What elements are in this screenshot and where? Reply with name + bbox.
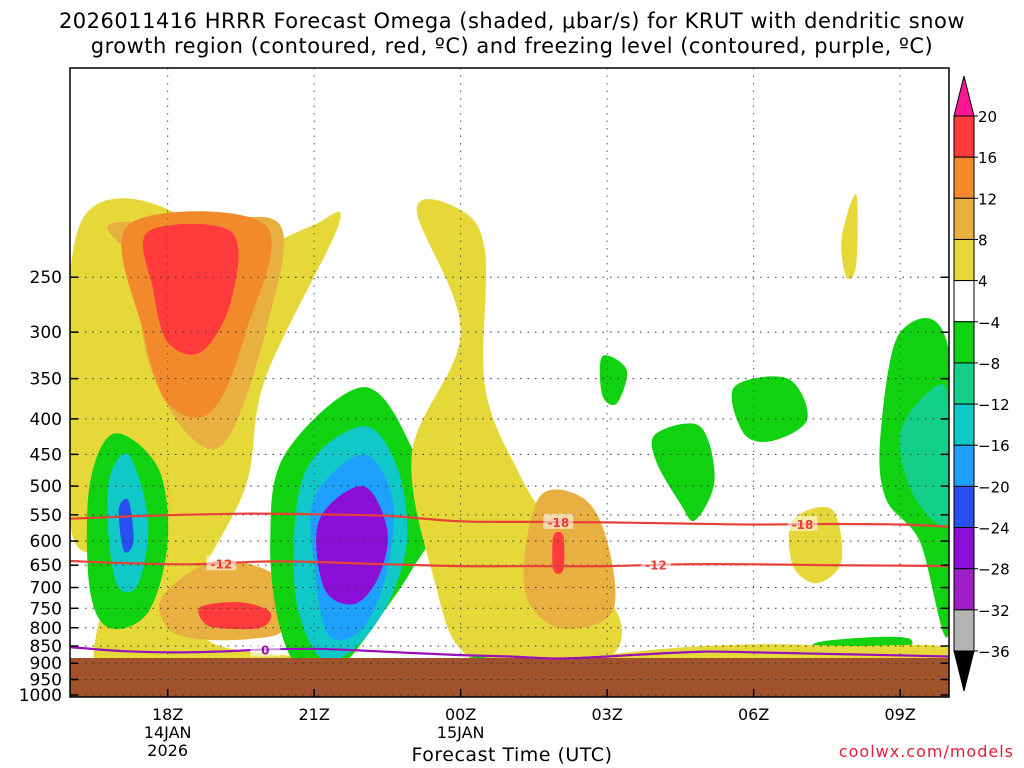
colorbar-label: −32 bbox=[978, 602, 1010, 620]
y-tick-label: 850 bbox=[30, 637, 62, 657]
y-tick-label: 550 bbox=[30, 506, 62, 526]
omega-region-20 bbox=[841, 194, 858, 280]
colorbar-label: 16 bbox=[978, 149, 997, 167]
colorbar-swatch bbox=[953, 609, 975, 652]
x-tick-label: 18Z bbox=[152, 705, 183, 724]
colorbar-top-arrow bbox=[953, 75, 975, 117]
colorbar-label: −8 bbox=[978, 355, 1000, 373]
colorbar-label: −4 bbox=[978, 314, 1000, 332]
ground-region bbox=[70, 658, 949, 697]
y-tick-label: 950 bbox=[30, 671, 62, 691]
isotherm-label-bg bbox=[250, 641, 281, 657]
y-tick-label: 600 bbox=[30, 532, 62, 552]
colorbar-swatch bbox=[953, 156, 975, 199]
y-tick-label: 650 bbox=[30, 556, 62, 576]
omega-region-15 bbox=[552, 531, 565, 574]
chart-title-line1: 2026011416 HRRR Forecast Omega (shaded, … bbox=[58, 9, 966, 33]
colorbar-label: −16 bbox=[978, 437, 1010, 455]
colorbar-label: −20 bbox=[978, 478, 1010, 496]
colorbar-swatch bbox=[953, 238, 975, 282]
y-tick-label: 1000 bbox=[19, 686, 62, 706]
omega-shading bbox=[70, 194, 949, 687]
x-tick-label: 00Z bbox=[445, 705, 476, 724]
isotherm-label: 0 bbox=[261, 644, 269, 658]
omega-region-14 bbox=[523, 489, 616, 630]
colorbar-swatch bbox=[953, 197, 975, 240]
colorbar-label: 4 bbox=[978, 273, 988, 291]
y-tick-label: 300 bbox=[30, 323, 62, 343]
y-tick-label: 400 bbox=[30, 410, 62, 430]
omega-region-18 bbox=[731, 376, 808, 442]
y-tick-label: 500 bbox=[30, 477, 62, 497]
x-tick-label: 09Z bbox=[885, 705, 916, 724]
colorbar-label: −12 bbox=[978, 396, 1010, 414]
isotherm-label: -18 bbox=[547, 516, 569, 530]
colorbar-swatch bbox=[953, 403, 975, 446]
omega-region-22 bbox=[899, 384, 949, 526]
grid-lines bbox=[70, 68, 949, 696]
colorbar-swatch bbox=[953, 485, 975, 529]
chart-title-line2: growth region (contoured, red, ºC) and f… bbox=[90, 34, 934, 58]
omega-region-5 bbox=[198, 601, 272, 630]
credit-text: coolwx.com/models bbox=[838, 742, 1014, 761]
omega-region-16 bbox=[599, 355, 628, 406]
colorbar-label: 12 bbox=[978, 190, 997, 208]
colorbar-label: 20 bbox=[978, 108, 997, 126]
isotherm-contours: -18 -18 -12 -12 0 bbox=[70, 512, 949, 660]
x-tick-label: 06Z bbox=[738, 705, 769, 724]
isotherm-label: -12 bbox=[211, 557, 233, 571]
y-tick-label: 700 bbox=[30, 579, 62, 599]
colorbar: 20 16 12 8 4 −4 −8 −12 −16 −20 −24 −28 −32 −36 bbox=[953, 75, 1010, 692]
y-tick-label: 250 bbox=[30, 268, 62, 288]
colorbar-swatch bbox=[953, 280, 975, 323]
y-tick-label: 800 bbox=[30, 619, 62, 639]
colorbar-swatch bbox=[953, 444, 975, 487]
isotherm-line bbox=[70, 512, 949, 528]
isotherm-label-bg bbox=[543, 513, 574, 529]
colorbar-label: −24 bbox=[978, 520, 1010, 538]
y-tick-label: 350 bbox=[30, 370, 62, 390]
isotherm-label-bg bbox=[206, 555, 237, 571]
x-tick-label: 03Z bbox=[592, 705, 623, 724]
colorbar-swatch bbox=[953, 321, 975, 364]
isotherm-label-bg bbox=[787, 516, 818, 532]
plot-frame bbox=[69, 67, 950, 698]
omega-region-3 bbox=[142, 223, 239, 355]
ground-fill bbox=[70, 658, 949, 697]
colorbar-swatch bbox=[953, 362, 975, 405]
colorbar-bottom-arrow bbox=[953, 650, 975, 692]
colorbar-label: 8 bbox=[978, 231, 988, 249]
y-tick-label: 750 bbox=[30, 599, 62, 619]
isotherm-label: -12 bbox=[645, 559, 667, 573]
x-tick-label: 21Z bbox=[299, 705, 330, 724]
y-tick-label: 900 bbox=[30, 654, 62, 674]
colorbar-swatch bbox=[953, 115, 975, 158]
x-axis-label: Forecast Time (UTC) bbox=[411, 744, 613, 766]
x-tick-date: 15JAN bbox=[437, 723, 485, 742]
omega-region-8 bbox=[118, 498, 134, 553]
x-tick-date: 14JAN bbox=[144, 723, 192, 742]
colorbar-swatch bbox=[953, 527, 975, 570]
omega-region-17 bbox=[651, 423, 715, 522]
isotherm-line bbox=[70, 646, 949, 660]
y-tick-label: 450 bbox=[30, 445, 62, 465]
isotherm-label-bg bbox=[641, 556, 671, 572]
y-axis: 2503003504004505005506006507007508008509… bbox=[19, 268, 949, 706]
colorbar-label: −28 bbox=[978, 561, 1010, 579]
colorbar-swatch bbox=[953, 568, 975, 611]
isotherm-line bbox=[70, 559, 949, 568]
x-tick-year: 2026 bbox=[147, 741, 188, 760]
colorbar-label: −36 bbox=[978, 643, 1010, 661]
isotherm-label: -18 bbox=[792, 518, 814, 532]
